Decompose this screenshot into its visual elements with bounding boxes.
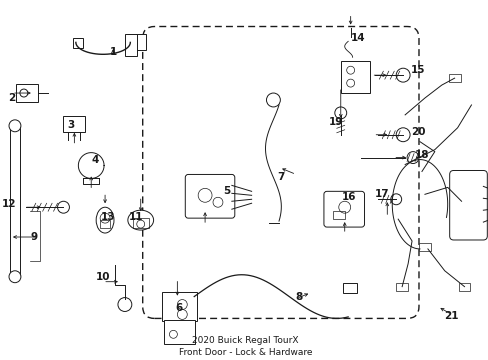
Bar [418, 243, 430, 251]
Text: 16: 16 [341, 192, 355, 202]
Bar [63, 116, 85, 132]
Text: 9: 9 [30, 232, 37, 242]
Text: 2020 Buick Regal TourX
Front Door - Lock & Hardware: 2020 Buick Regal TourX Front Door - Lock… [179, 336, 312, 357]
Text: 10: 10 [96, 272, 110, 282]
Bar [124, 35, 137, 56]
Circle shape [395, 68, 409, 82]
Text: 15: 15 [410, 65, 425, 75]
Circle shape [407, 152, 418, 163]
Text: 18: 18 [414, 150, 428, 159]
Bar [133, 218, 148, 228]
Bar [395, 283, 407, 291]
Circle shape [334, 107, 346, 119]
Text: 7: 7 [277, 172, 285, 183]
Bar [127, 35, 145, 50]
Text: 1: 1 [109, 47, 116, 57]
FancyBboxPatch shape [185, 175, 234, 218]
Circle shape [58, 201, 69, 213]
Circle shape [9, 271, 21, 283]
Bar [448, 74, 460, 82]
Text: 19: 19 [328, 117, 342, 127]
Circle shape [9, 120, 21, 132]
Text: 11: 11 [128, 212, 142, 222]
Text: 2: 2 [8, 93, 16, 103]
Bar [342, 283, 356, 293]
Bar [16, 84, 38, 102]
Bar [73, 39, 83, 48]
Bar [163, 320, 195, 344]
Ellipse shape [96, 207, 114, 233]
Bar [10, 126, 20, 277]
Text: 3: 3 [68, 120, 75, 130]
Circle shape [395, 128, 409, 142]
Text: 12: 12 [2, 199, 16, 209]
Text: 21: 21 [444, 311, 458, 321]
Bar [340, 61, 370, 93]
Ellipse shape [127, 210, 153, 230]
Text: 4: 4 [91, 154, 99, 165]
Bar [332, 211, 344, 219]
Text: 20: 20 [410, 127, 425, 137]
Text: 13: 13 [101, 212, 115, 222]
Text: 5: 5 [223, 186, 230, 196]
Circle shape [390, 194, 401, 205]
Bar [458, 283, 469, 291]
Bar [100, 220, 110, 228]
Text: 8: 8 [295, 292, 302, 302]
FancyBboxPatch shape [323, 191, 364, 227]
Text: 6: 6 [175, 303, 183, 314]
Text: 17: 17 [374, 189, 389, 199]
Bar [161, 292, 197, 321]
FancyBboxPatch shape [449, 171, 487, 240]
Text: 14: 14 [350, 33, 365, 44]
